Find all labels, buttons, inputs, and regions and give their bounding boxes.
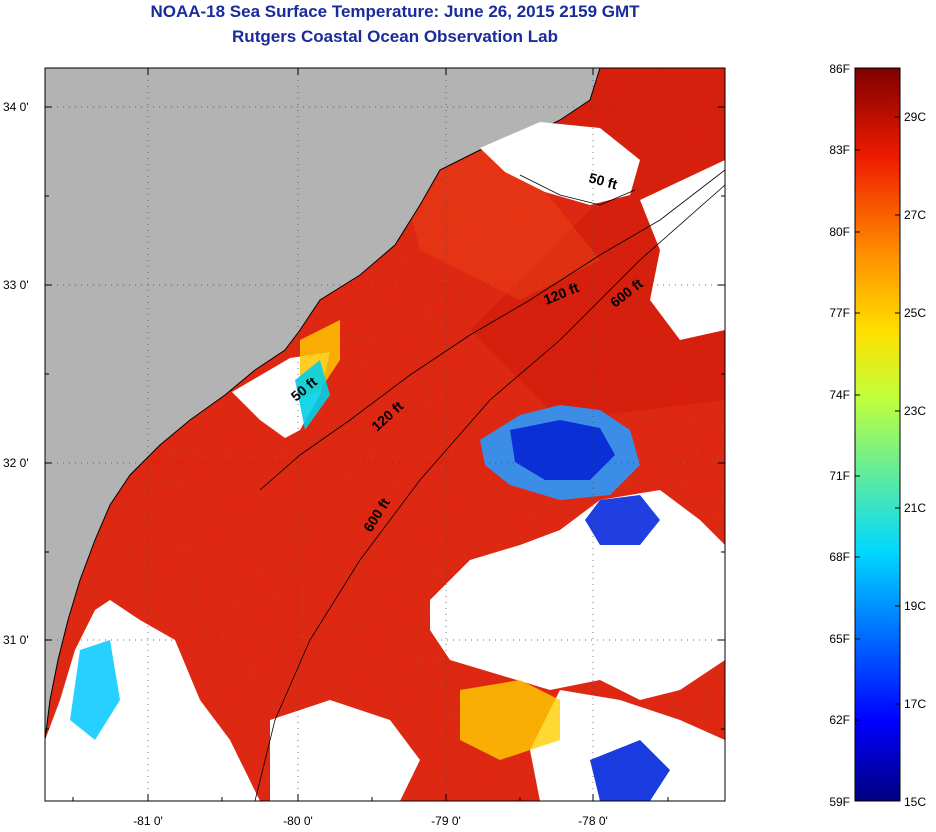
colorbar-c-17: 17C <box>904 697 926 711</box>
lat-label-33: 33 0' <box>3 278 29 292</box>
colorbar-f-77: 77F <box>829 306 850 320</box>
colorbar-c-27: 27C <box>904 208 926 222</box>
colorbar-f-68: 68F <box>829 550 850 564</box>
colorbar-f-65: 65F <box>829 632 850 646</box>
bay-mask <box>480 122 640 205</box>
colorbar-c-19: 19C <box>904 599 926 613</box>
lon-label-79: -79 0' <box>431 814 461 828</box>
land-mass <box>45 68 600 740</box>
lon-label-78: -78 0' <box>578 814 608 828</box>
lat-label-32: 32 0' <box>3 456 29 470</box>
lat-label-34: 34 0' <box>3 100 29 114</box>
colorbar-c-15: 15C <box>904 795 926 809</box>
map-subtitle: Rutgers Coastal Ocean Observation Lab <box>232 27 558 46</box>
colorbar-c-25: 25C <box>904 306 926 320</box>
colorbar-f-59: 59F <box>829 795 850 809</box>
map-frame <box>44 67 726 802</box>
colorbar-f-71: 71F <box>829 469 850 483</box>
lon-label-81: -81 0' <box>133 814 163 828</box>
colorbar-f-74: 74F <box>829 388 850 402</box>
colorbar-c-23: 23C <box>904 404 926 418</box>
colorbar-f-83: 83F <box>829 143 850 157</box>
map-title: NOAA-18 Sea Surface Temperature: June 26… <box>150 2 640 21</box>
colorbar-f-80: 80F <box>829 225 850 239</box>
lon-label-80: -80 0' <box>283 814 313 828</box>
lat-label-31: 31 0' <box>3 633 29 647</box>
contour-label-50ft-north: 50 ft <box>587 169 619 192</box>
colorbar-c-21: 21C <box>904 501 926 515</box>
cloud-mask <box>430 490 725 700</box>
colorbar-c-29: 29C <box>904 110 926 124</box>
sst-map: 50 ft 120 ft 600 ft 50 ft 120 ft 600 ft <box>45 68 725 801</box>
colorbar-f-86: 86F <box>829 62 850 76</box>
colorbar-f-62: 62F <box>829 713 850 727</box>
colorbar <box>854 67 901 802</box>
